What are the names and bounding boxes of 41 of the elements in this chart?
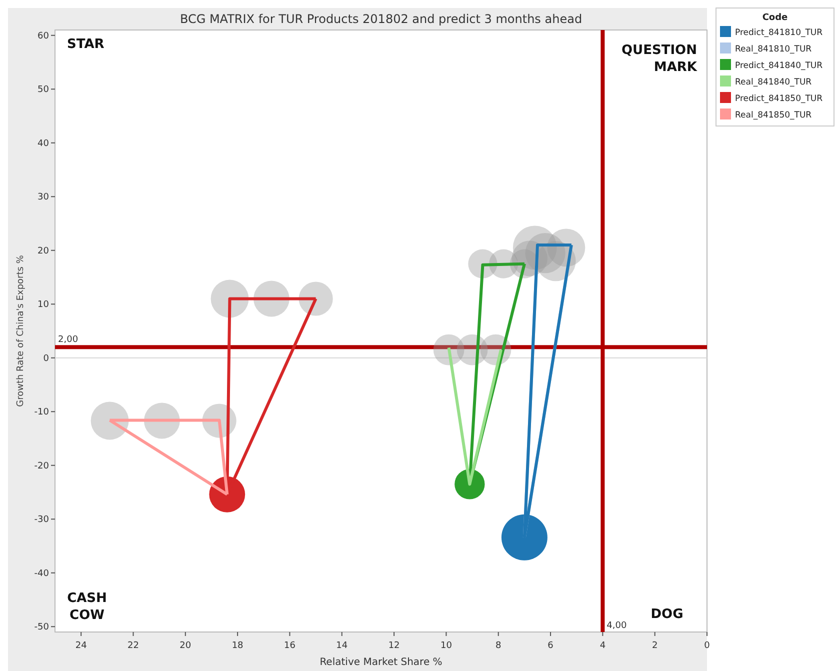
y-axis-title: Growth Rate of China's Exports % (16, 254, 26, 407)
y-tick-label: 50 (38, 85, 50, 96)
legend-label: Predict_841810_TUR (735, 28, 823, 38)
x-tick-label: 22 (128, 641, 139, 651)
x-tick-label: 10 (440, 641, 452, 651)
y-tick-label: 10 (38, 300, 50, 310)
annotation: STAR (67, 37, 104, 52)
x-tick-label: 0 (704, 641, 710, 651)
x-tick-label: 16 (284, 641, 296, 651)
annotation: CASH COW (67, 591, 107, 623)
chart-title: BCG MATRIX for TUR Products 201802 and predict 3 months ahead (180, 12, 582, 26)
x-tick-label: 4 (600, 641, 606, 651)
y-tick-label: 60 (38, 31, 50, 42)
annotation: DOG (650, 607, 684, 622)
y-tick-label: 0 (43, 354, 50, 364)
annotation: QUESTION MARK (622, 43, 698, 75)
legend-label: Real_841810_TUR (735, 44, 812, 54)
x-tick-label: 6 (548, 641, 554, 651)
y-tick-label: -10 (34, 408, 50, 418)
legend-label: Predict_841850_TUR (735, 94, 823, 104)
y-tick-label: -20 (34, 461, 50, 472)
y-tick-label: 30 (38, 192, 50, 203)
legend-label: Real_841850_TUR (735, 110, 812, 120)
x-tick-label: 18 (232, 641, 244, 651)
y-tick-label: -30 (34, 515, 50, 526)
x-axis-title: Relative Market Share % (320, 657, 442, 668)
legend-label: Predict_841840_TUR (735, 61, 823, 71)
y-tick-label: -40 (34, 568, 50, 579)
x-tick-label: 12 (388, 641, 400, 651)
ref-line-label: 2,00 (58, 335, 78, 346)
legend-label: Real_841840_TUR (735, 78, 812, 88)
x-tick-label: 2 (652, 641, 658, 651)
y-tick-label: 40 (38, 138, 50, 149)
x-tick-label: 8 (495, 641, 502, 651)
y-tick-label: -50 (34, 622, 50, 633)
y-tick-label: 20 (38, 246, 50, 256)
ref-line-label: 4,00 (606, 621, 627, 631)
x-tick-label: 14 (336, 641, 348, 651)
x-tick-label: 24 (75, 641, 88, 651)
legend-title: Code (762, 13, 788, 23)
x-tick-label: 20 (180, 641, 192, 651)
